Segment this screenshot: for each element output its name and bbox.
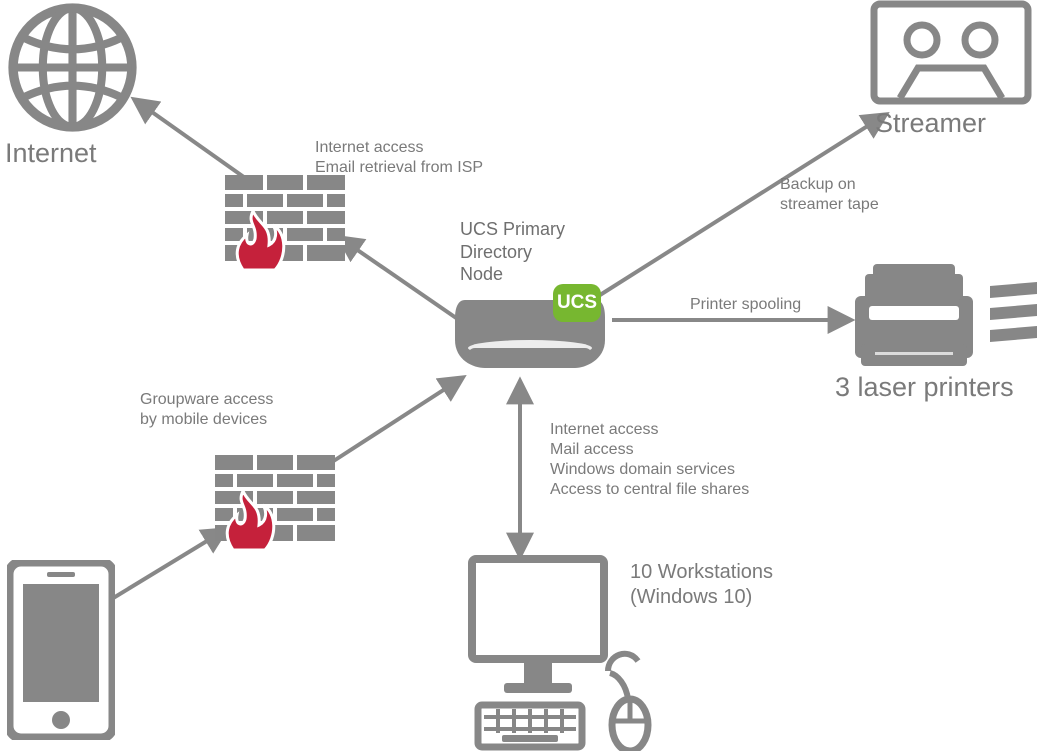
edge-firewall-bot-to-ucs [332,378,462,462]
streamer-icon [870,0,1032,105]
firewall-top-icon [225,175,345,270]
diagram-canvas: Internet Streamer UCS Primary Directory … [0,0,1050,751]
internet-icon [5,0,140,135]
edge-firewall-to-internet [135,100,248,180]
edge-label-isp: Internet access Email retrieval from ISP [315,138,483,178]
streamer-label: Streamer [875,108,986,139]
printers-label: 3 laser printers [835,372,1014,403]
phone-icon [7,560,115,740]
printers-icon [855,262,1040,370]
ucs-badge-text: UCS [557,292,597,314]
edge-phone-to-firewall-bot [110,530,225,600]
workstations-label: 10 Workstations (Windows 10) [630,560,773,610]
ucs-label: UCS Primary Directory Node [460,218,565,286]
edge-label-spool: Printer spooling [690,295,801,315]
ucs-badge: UCS [553,284,601,322]
edge-label-group: Groupware access by mobile devices [140,390,273,430]
edge-label-ws: Internet access Mail access Windows doma… [550,420,749,500]
edge-label-backup: Backup on streamer tape [780,175,879,215]
internet-label: Internet [5,138,97,169]
firewall-bottom-icon [215,455,335,550]
edge-ucs-to-firewall-top [340,238,462,322]
